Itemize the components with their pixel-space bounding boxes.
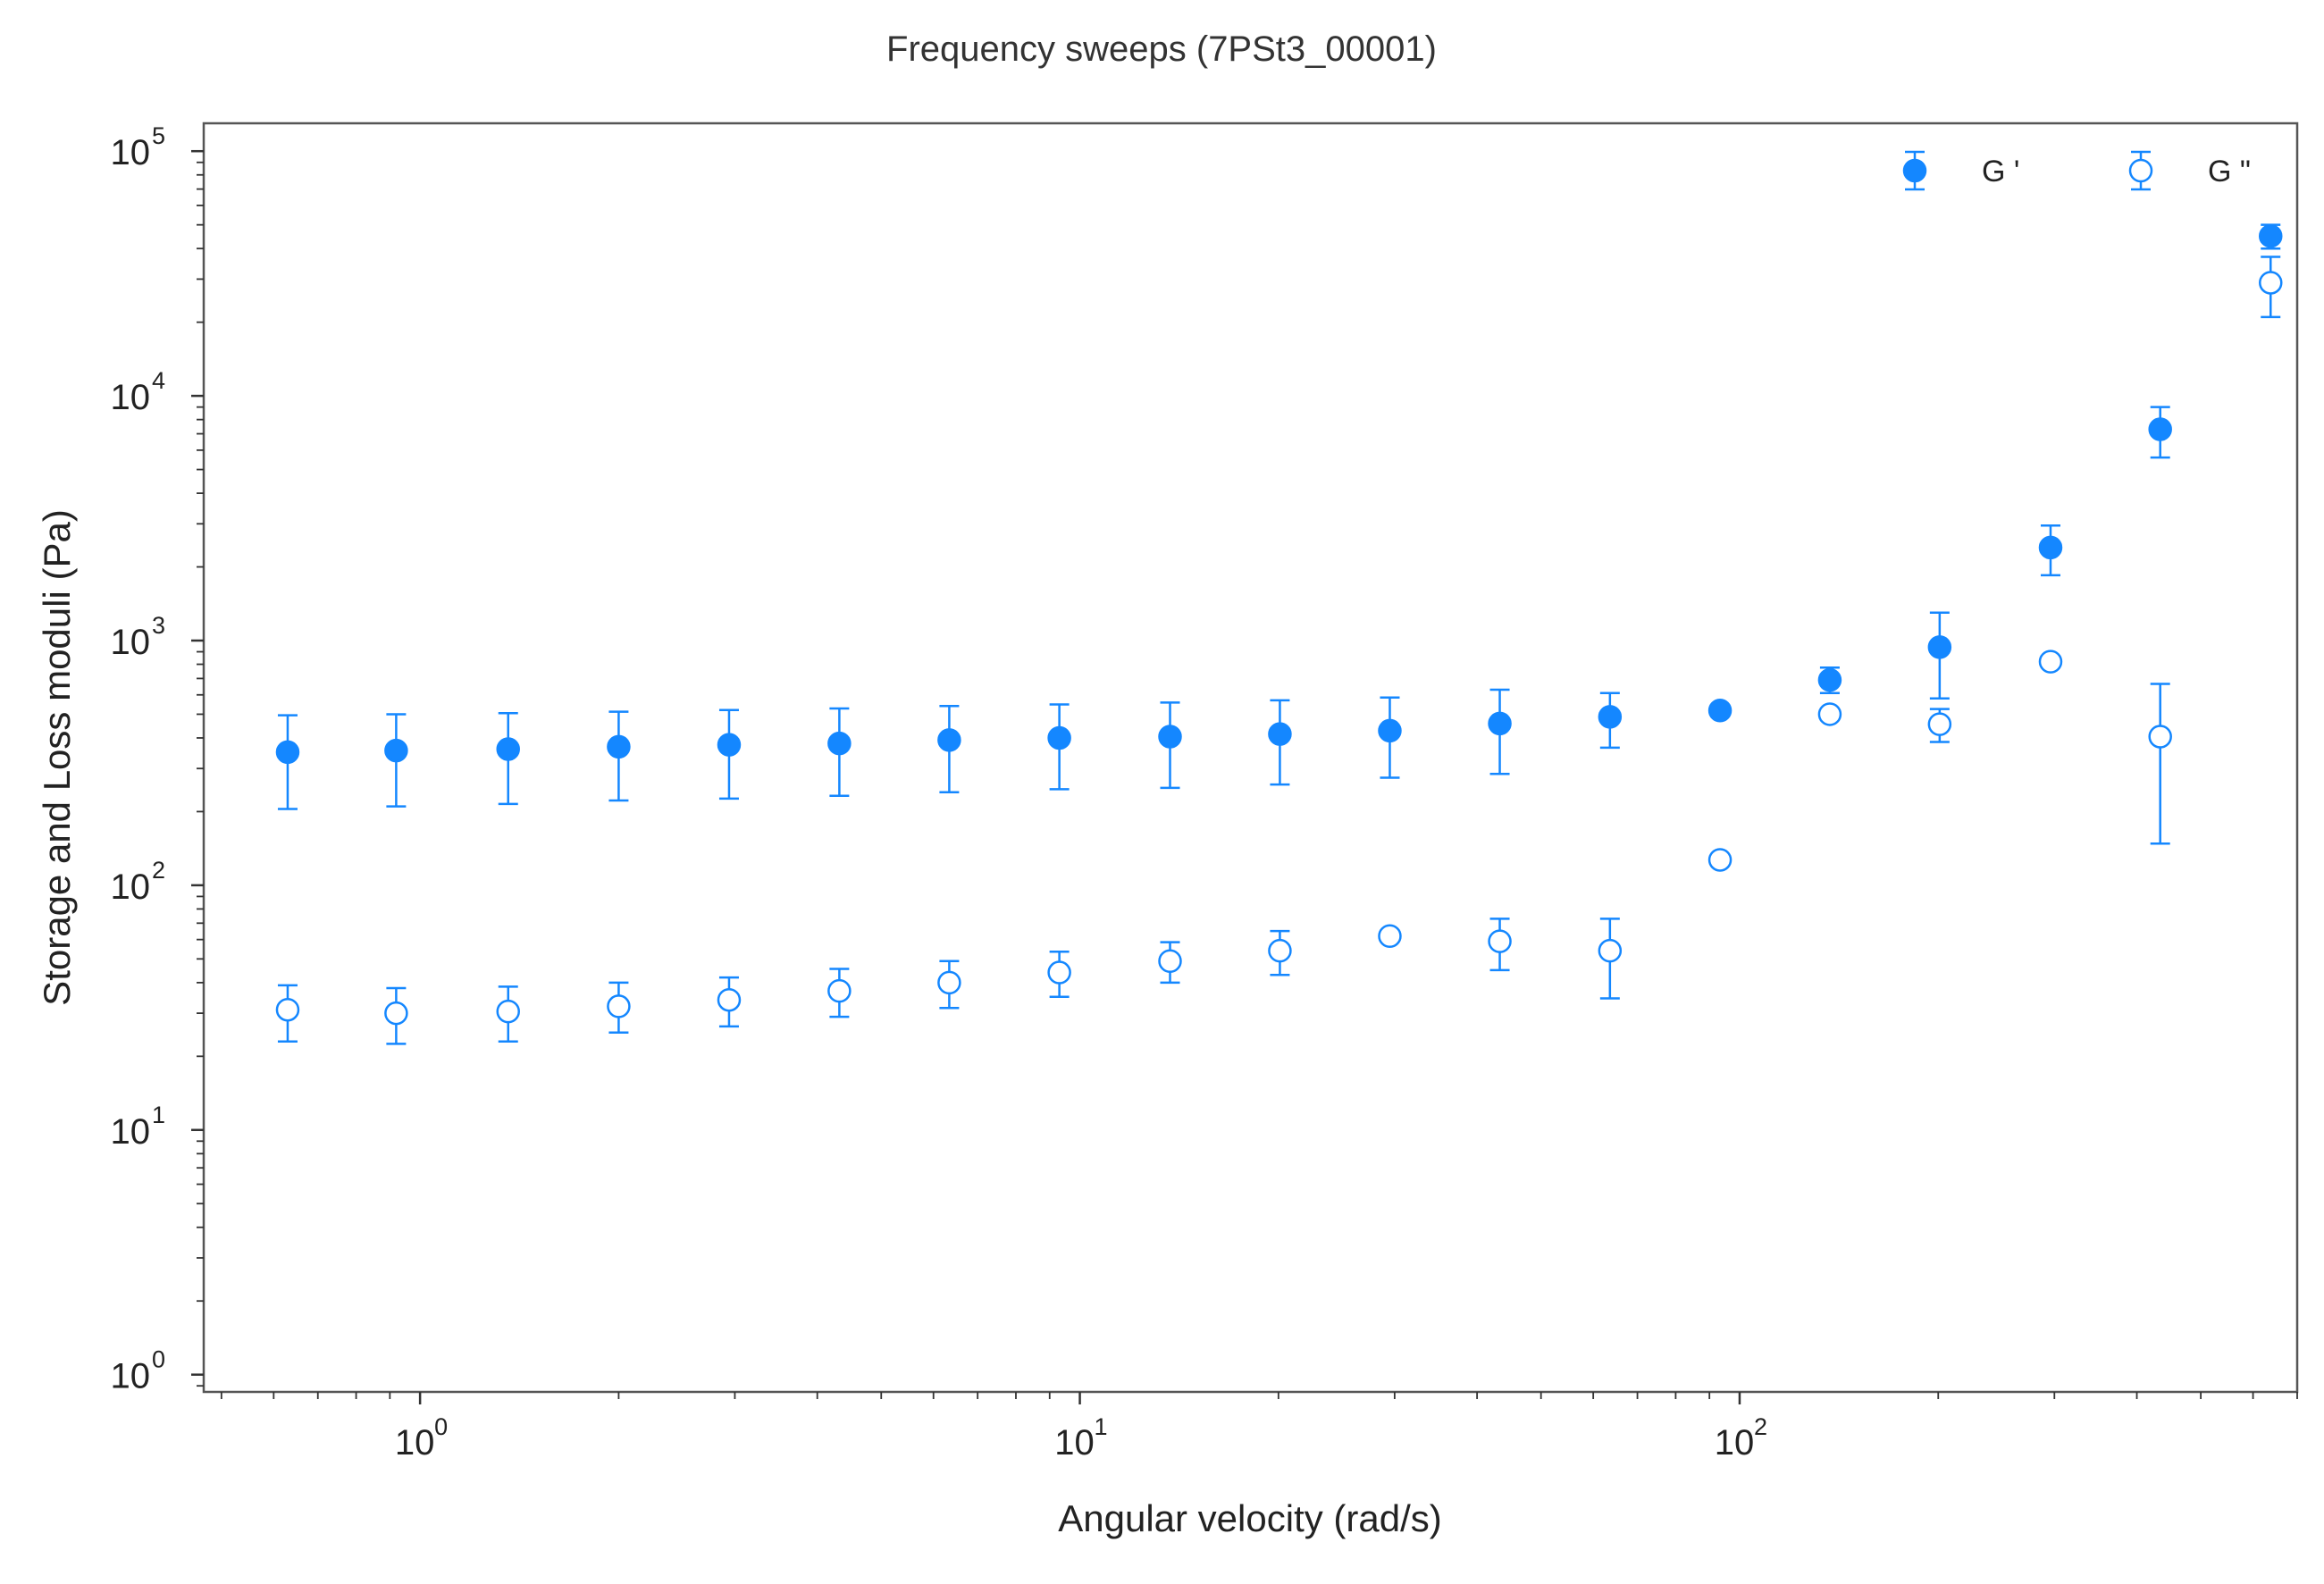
data-point — [496, 999, 520, 1024]
data-point — [275, 740, 300, 765]
data-point — [1927, 712, 1952, 736]
data-point — [1927, 635, 1952, 659]
data-point — [1817, 702, 1842, 726]
data-point — [607, 734, 631, 759]
legend-item: G ' — [1902, 150, 2019, 191]
x-axis-label: Angular velocity (rad/s) — [1058, 1497, 1442, 1539]
legend-label: G " — [2208, 155, 2251, 189]
y-tick-label: 10 — [111, 867, 151, 907]
x-tick-label: 10 — [395, 1423, 435, 1462]
data-point — [2038, 535, 2063, 560]
data-point — [1268, 722, 1292, 746]
x-tick-label: 10 — [1715, 1423, 1755, 1462]
data-point — [2148, 417, 2172, 441]
legend-marker — [1902, 158, 1927, 183]
y-tick-label-exponent: 5 — [152, 122, 165, 149]
data-point — [384, 1001, 408, 1026]
y-tick-label: 10 — [111, 1112, 151, 1152]
x-tick-label: 10 — [1054, 1423, 1095, 1462]
y-tick-label-exponent: 3 — [152, 612, 165, 639]
y-tick-label: 10 — [111, 623, 151, 662]
data-point — [2038, 650, 2063, 674]
series-g-prime — [275, 223, 2283, 810]
legend-label: G ' — [1982, 155, 2019, 189]
data-point — [1488, 711, 1512, 736]
data-point — [496, 737, 520, 761]
legend: G ' G " — [1902, 150, 2251, 191]
data-point — [2259, 271, 2283, 295]
data-point — [1158, 949, 1182, 973]
y-tick-label-exponent: 4 — [152, 367, 165, 394]
data-point — [937, 728, 961, 752]
chart-title: Frequency sweeps (7PSt3_00001) — [886, 29, 1437, 69]
data-point — [2259, 223, 2283, 248]
data-point — [827, 978, 852, 1003]
data-point — [717, 987, 742, 1012]
legend-item: G " — [2128, 150, 2251, 191]
data-point — [1268, 938, 1292, 963]
legend-marker — [2128, 158, 2153, 183]
series-layer — [275, 223, 2283, 1045]
x-tick-label-exponent: 1 — [1095, 1413, 1108, 1440]
data-point — [607, 994, 631, 1018]
data-point — [384, 738, 408, 763]
y-tick-label-exponent: 2 — [152, 857, 165, 884]
data-point — [717, 733, 742, 757]
data-point — [2148, 725, 2172, 749]
y-tick-label: 10 — [111, 133, 151, 172]
data-point — [1158, 725, 1182, 749]
y-tick-label: 10 — [111, 378, 151, 417]
plot-frame — [202, 122, 2299, 1394]
data-point — [1817, 667, 1842, 692]
x-tick-label-exponent: 0 — [434, 1413, 448, 1440]
data-point — [275, 997, 300, 1022]
y-axis-label: Storage and Loss moduli (Pa) — [36, 509, 78, 1006]
y-tick-label-exponent: 0 — [152, 1346, 165, 1373]
data-point — [937, 970, 961, 995]
series-g-double-prime — [275, 256, 2283, 1045]
data-point — [1707, 848, 1733, 872]
y-tick-label-exponent: 1 — [152, 1102, 165, 1128]
y-tick-label: 10 — [111, 1357, 151, 1396]
data-point — [1707, 698, 1733, 723]
x-axis-ticks: 10 0 10 1 10 2 — [220, 1392, 2298, 1462]
data-point — [1488, 929, 1512, 953]
x-tick-label-exponent: 2 — [1754, 1413, 1767, 1440]
data-point — [1378, 924, 1402, 948]
data-point — [1047, 725, 1071, 750]
data-point — [827, 731, 852, 756]
data-point — [1047, 960, 1071, 985]
data-point — [1378, 718, 1402, 743]
data-point — [1598, 705, 1623, 729]
data-point — [1598, 938, 1623, 963]
